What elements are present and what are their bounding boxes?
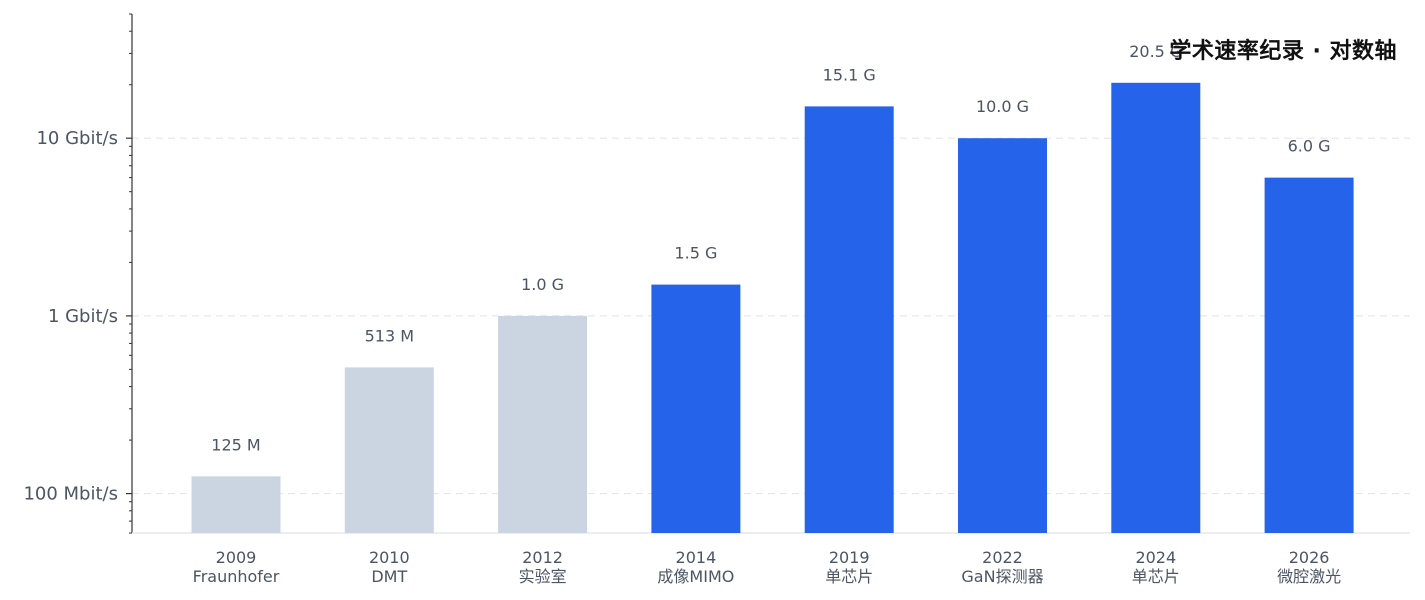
bar-2010 — [344, 367, 434, 533]
data-label: 20.5 G — [1129, 42, 1182, 61]
data-label: 15.1 G — [823, 65, 876, 84]
bar-2024 — [1111, 82, 1201, 534]
x-tick-name: DMT — [371, 567, 407, 586]
data-label: 513 M — [365, 326, 414, 345]
x-tick-name: 单芯片 — [1132, 567, 1180, 586]
x-tick-year: 2019 — [829, 548, 870, 567]
bar-2026 — [1264, 177, 1354, 534]
data-label: 1.0 G — [521, 275, 564, 294]
y-tick-label: 100 Mbit/s — [23, 484, 118, 505]
x-tick-year: 2009 — [216, 548, 257, 567]
x-tick-name: 单芯片 — [825, 567, 873, 586]
chart-title: 学术速率纪录 · 对数轴 — [1169, 39, 1397, 64]
data-label: 125 M — [211, 435, 260, 454]
bar-2019 — [804, 106, 894, 533]
x-tick-name: 实验室 — [519, 567, 567, 586]
bar-2012 — [498, 315, 588, 533]
x-tick-year: 2010 — [369, 548, 410, 567]
x-tick-name: 微腔激光 — [1277, 567, 1341, 586]
y-tick-label: 10 Gbit/s — [36, 128, 118, 149]
x-tick-year: 2012 — [522, 548, 563, 567]
x-tick-name: Fraunhofer — [193, 567, 280, 586]
bar-2009 — [191, 476, 281, 533]
x-tick-year: 2022 — [982, 548, 1023, 567]
x-tick-year: 2024 — [1135, 548, 1176, 567]
x-tick-year: 2014 — [676, 548, 717, 567]
x-tick-name: 成像MIMO — [657, 567, 734, 586]
y-tick-label: 1 Gbit/s — [48, 306, 118, 327]
bar-2022 — [958, 138, 1047, 534]
data-label: 1.5 G — [674, 244, 717, 263]
x-tick-name: GaN探测器 — [961, 567, 1043, 586]
data-label: 10.0 G — [976, 97, 1029, 116]
bar-2014 — [651, 284, 741, 533]
data-label: 6.0 G — [1288, 137, 1331, 156]
x-tick-year: 2026 — [1289, 548, 1330, 567]
